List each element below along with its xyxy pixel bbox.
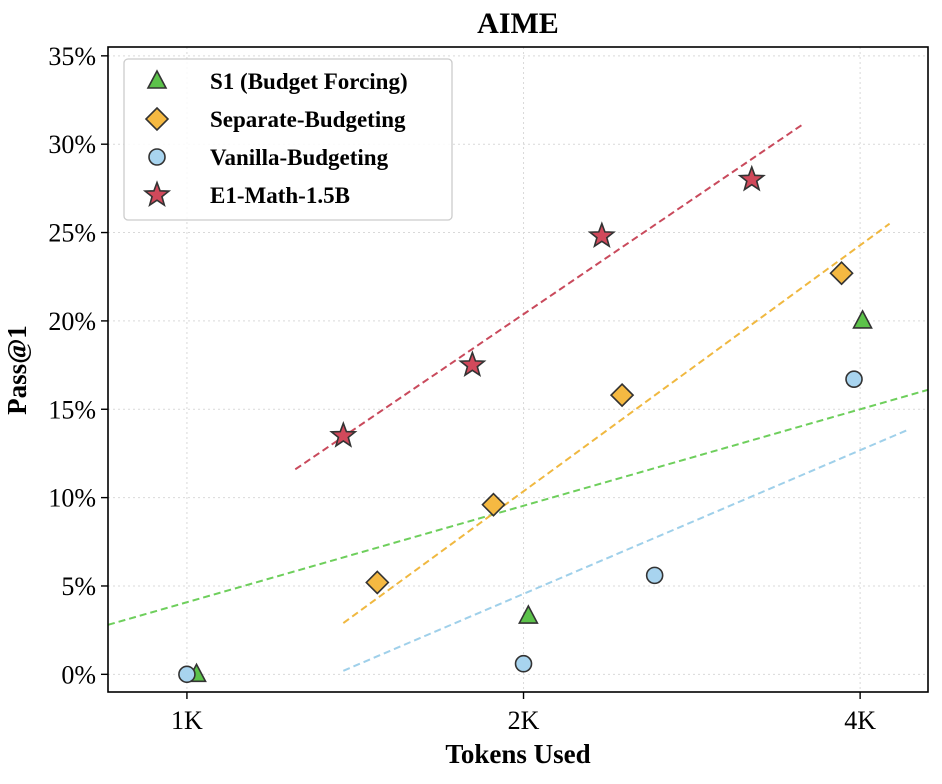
- legend-label-separate-budgeting: Separate-Budgeting: [210, 107, 406, 132]
- legend-marker-e1-math-1-5b: [142, 180, 172, 207]
- point-vanilla-budgeting: [845, 370, 863, 389]
- legend-marker-separate-budgeting: [144, 106, 170, 132]
- trend-line-vanilla-budgeting: [342, 429, 907, 672]
- y-tick-label: 10%: [48, 484, 96, 513]
- legend-label-s1-budget-forcing: S1 (Budget Forcing): [210, 69, 408, 94]
- point-vanilla-budgeting: [645, 566, 664, 585]
- legend: S1 (Budget Forcing) Separate-Budgeting Van…: [123, 58, 453, 221]
- trend-line-e1-math-1-5b: [294, 123, 803, 471]
- point-separate-budgeting: [609, 382, 635, 408]
- point-separate-budgeting: [365, 570, 390, 595]
- data-points: [178, 164, 873, 684]
- y-tick-label: 20%: [48, 307, 96, 336]
- point-e1-math-1-5b: [737, 164, 766, 192]
- legend-label-vanilla-budgeting: Vanilla-Budgeting: [210, 145, 389, 170]
- point-separate-budgeting: [829, 261, 854, 286]
- y-tick-label: 30%: [48, 130, 96, 159]
- plot-frame: [107, 46, 929, 693]
- point-vanilla-budgeting: [514, 654, 533, 673]
- x-tick-label: 4K: [844, 706, 876, 735]
- y-tick-label: 0%: [61, 660, 96, 689]
- y-tick-label: 5%: [61, 572, 96, 601]
- point-e1-math-1-5b: [329, 420, 358, 448]
- y-tick-label: 15%: [48, 395, 96, 424]
- y-axis-label: Pass@1: [2, 325, 32, 415]
- point-e1-math-1-5b: [587, 221, 616, 249]
- legend-marker-vanilla-budgeting: [148, 148, 166, 166]
- point-e1-math-1-5b: [458, 350, 487, 378]
- legend-box: [123, 58, 453, 221]
- legend-marker-s1-budget-forcing: [146, 69, 168, 89]
- trend-line-separate-budgeting: [342, 222, 891, 624]
- x-tick-label: 1K: [171, 706, 203, 735]
- x-axis-label: Tokens Used: [445, 739, 590, 769]
- y-tick-label: 25%: [48, 219, 96, 248]
- point-separate-budgeting: [481, 492, 506, 517]
- axis-ticks: 0% 5% 10% 15% 20% 25% 30% 35% 1K 2K 4K: [48, 42, 876, 735]
- y-tick-label: 35%: [48, 42, 96, 71]
- trend-lines: [107, 123, 929, 672]
- point-s1-budget-forcing: [518, 604, 539, 624]
- point-s1-budget-forcing: [852, 309, 873, 329]
- chart-title: AIME: [477, 7, 559, 40]
- x-tick-label: 2K: [508, 706, 540, 735]
- legend-label-e1-math-1-5b: E1-Math-1.5B: [210, 183, 350, 208]
- trend-line-s1-budget-forcing: [107, 388, 929, 626]
- point-vanilla-budgeting: [178, 665, 196, 684]
